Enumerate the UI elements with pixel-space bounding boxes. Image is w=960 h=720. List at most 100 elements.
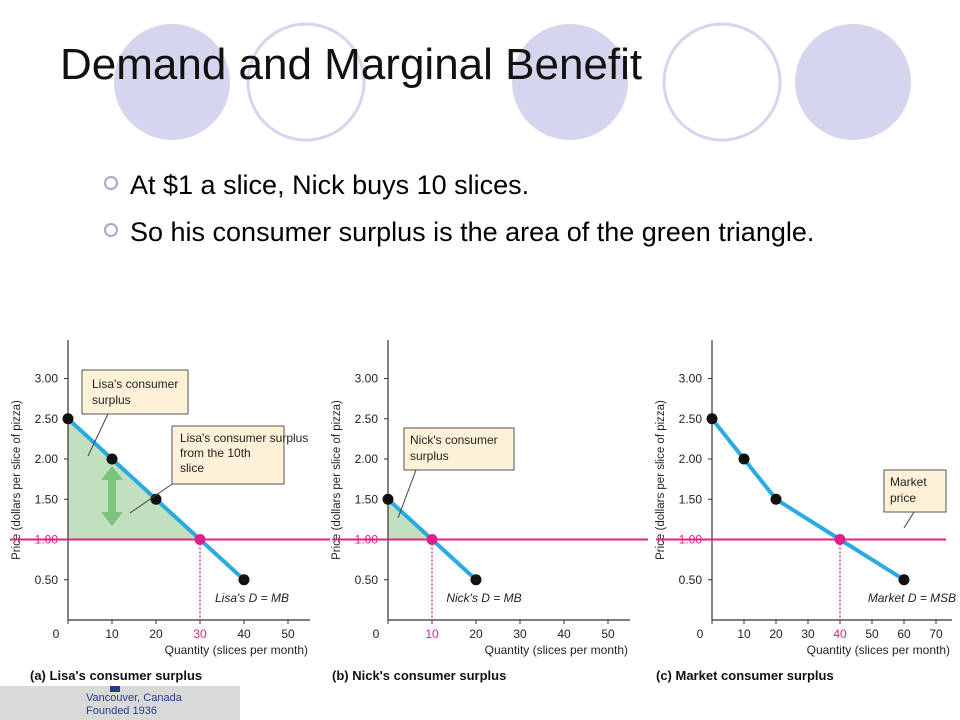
x-tick-label: 20 xyxy=(149,627,163,641)
deco-circle-filled xyxy=(114,24,230,140)
callout-text: surplus xyxy=(410,449,449,463)
callout-leader-line xyxy=(87,413,109,457)
x-tick-label: 10 xyxy=(737,627,751,641)
y-tick-label: 1.50 xyxy=(679,492,703,506)
demand-point xyxy=(62,413,74,425)
consumer-surplus-figure: 0.501.001.502.002.503.000 10 20 30 40 50Price… xyxy=(10,340,956,683)
chart-caption: (b) Nick's consumer surplus xyxy=(332,668,506,683)
y-tick-label: 2.50 xyxy=(35,412,59,426)
chart-panel: 0.501.001.502.002.503.000 10 20 30 40 50Price… xyxy=(10,340,330,683)
demand-point xyxy=(382,493,394,505)
chart-panel: 0.501.001.502.002.503.000 10 20 30 40 50 60 70P… xyxy=(655,340,956,683)
logo-chevron-icon xyxy=(110,686,120,692)
x-tick-label: 70 xyxy=(929,627,943,641)
x-axis-label: Quantity (slices per month) xyxy=(485,643,628,657)
x-tick-label: 30 xyxy=(801,627,815,641)
x-tick-label: 50 xyxy=(281,627,295,641)
y-tick-label: 0.50 xyxy=(679,573,703,587)
y-tick-label: 3.00 xyxy=(679,372,703,386)
demand-point xyxy=(106,453,118,465)
y-tick-label: 0.50 xyxy=(355,573,379,587)
demand-point xyxy=(238,574,250,586)
y-axis-label: Price (dollars per slice of pizza) xyxy=(331,400,343,560)
callout-text: Lisa's consumer xyxy=(92,377,178,391)
bullet-item: At $1 a slice, Nick buys 10 slices. xyxy=(104,168,924,203)
callout-leader-line xyxy=(397,469,417,519)
callout-box xyxy=(403,427,515,471)
down-arrow-icon xyxy=(101,512,123,526)
y-tick-label: 1.50 xyxy=(35,492,59,506)
x-tick-label: 50 xyxy=(865,627,879,641)
deco-circle-outline xyxy=(246,22,366,142)
x-tick-label: 40 xyxy=(237,627,251,641)
demand-curve xyxy=(710,417,906,582)
equilibrium-point xyxy=(426,534,438,545)
bullet-circle-icon xyxy=(104,223,118,237)
bullet-text: At $1 a slice, Nick buys 10 slices. xyxy=(130,170,530,200)
x-tick-label: 20 xyxy=(769,627,783,641)
equilibrium-point xyxy=(834,534,846,545)
x-tick-label: 40 xyxy=(833,627,847,641)
chart-panel: 0.501.001.502.002.503.000 10 20 30 40 50Price… xyxy=(331,340,648,683)
x-tick-label: 20 xyxy=(469,627,483,641)
callout-text: slice xyxy=(180,461,204,475)
y-tick-label: 2.50 xyxy=(355,412,379,426)
callout-text: surplus xyxy=(92,393,131,407)
up-arrow-icon xyxy=(101,466,123,480)
demand-point xyxy=(738,453,750,465)
demand-point xyxy=(706,413,718,425)
demand-curve-label: Nick's D = MB xyxy=(446,591,521,605)
deco-circle-filled xyxy=(795,24,911,140)
decorative-circles xyxy=(114,22,911,142)
marginal-benefit-arrow-shaft xyxy=(108,478,116,514)
y-tick-label: 2.50 xyxy=(679,412,703,426)
callout-text: Nick's consumer xyxy=(410,433,498,447)
x-tick-label: 0 xyxy=(373,627,380,641)
bullet-circle-icon xyxy=(104,176,118,190)
demand-point xyxy=(470,574,482,586)
y-tick-label: 3.00 xyxy=(355,372,379,386)
x-axis-label: Quantity (slices per month) xyxy=(165,643,308,657)
x-tick-label: 10 xyxy=(105,627,119,641)
x-tick-label: 60 xyxy=(897,627,911,641)
y-tick-label: 1.50 xyxy=(355,492,379,506)
deco-circle-filled xyxy=(512,24,628,140)
y-tick-label: 2.00 xyxy=(679,452,703,466)
y-tick-label: 0.50 xyxy=(35,573,59,587)
slide-title: Demand and Marginal Benefit xyxy=(60,40,643,89)
y-tick-label: 2.00 xyxy=(35,452,59,466)
callout-box xyxy=(171,425,285,485)
callout-leader-line xyxy=(129,479,179,514)
demand-curve-label: Market D = MSB xyxy=(868,591,956,605)
callout-text: Market xyxy=(890,475,927,489)
deco-circle-outline xyxy=(662,22,782,142)
callout-leader-line xyxy=(903,511,915,529)
logo-line-2: Founded 1936 xyxy=(86,705,157,717)
x-tick-label: 0 xyxy=(53,627,60,641)
chart-caption: (c) Market consumer surplus xyxy=(656,668,834,683)
x-tick-label: 0 xyxy=(697,627,704,641)
x-tick-label: 40 xyxy=(557,627,571,641)
callout-box xyxy=(81,369,189,415)
y-axis-label: Price (dollars per slice of pizza) xyxy=(11,400,23,560)
bullet-list: At $1 a slice, Nick buys 10 slices. So h… xyxy=(104,168,924,262)
x-tick-label: 10 xyxy=(425,627,439,641)
callout-box xyxy=(883,469,947,513)
callout-text: Lisa's consumer surplus xyxy=(180,431,308,445)
bullet-text: So his consumer surplus is the area of t… xyxy=(130,217,815,247)
demand-point xyxy=(898,574,910,586)
bullet-item: So his consumer surplus is the area of t… xyxy=(104,215,924,250)
logo-line-1: Vancouver, Canada xyxy=(86,692,182,704)
equilibrium-point xyxy=(194,534,206,545)
x-axis-label: Quantity (slices per month) xyxy=(807,643,950,657)
callout-text: price xyxy=(890,491,916,505)
demand-point xyxy=(770,493,782,505)
x-tick-label: 50 xyxy=(601,627,615,641)
demand-curve-label: Lisa's D = MB xyxy=(215,591,289,605)
chart-caption: (a) Lisa's consumer surplus xyxy=(30,668,202,683)
y-axis-label: Price (dollars per slice of pizza) xyxy=(655,400,667,560)
callout-text: from the 10th xyxy=(180,446,251,460)
footer-logo: Vancouver, Canada Founded 1936 xyxy=(0,686,240,720)
x-tick-label: 30 xyxy=(193,627,207,641)
y-tick-label: 3.00 xyxy=(35,372,59,386)
